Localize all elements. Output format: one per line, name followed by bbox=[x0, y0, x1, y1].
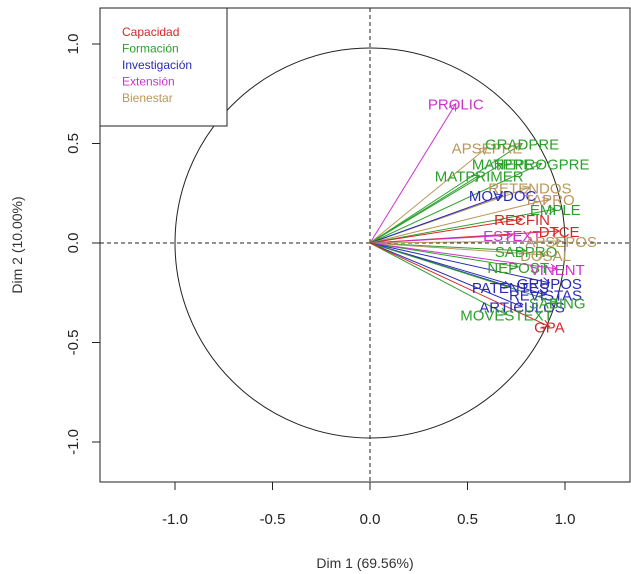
plot-frame bbox=[99, 7, 631, 483]
arrow-gpa bbox=[369, 242, 549, 327]
legend-box bbox=[99, 7, 228, 127]
label-recfin: RECFIN bbox=[494, 212, 550, 229]
arrow-sabing bbox=[369, 242, 557, 303]
y-axis-title: Dim 2 (10.00%) bbox=[9, 196, 25, 293]
legend-entry: Formación bbox=[122, 42, 179, 56]
x-tick-label: -0.5 bbox=[260, 511, 286, 528]
label-sabing: SABING bbox=[529, 296, 586, 313]
x-axis-ticks: -1.0 -0.5 0.0 0.5 1.0 bbox=[162, 482, 575, 528]
label-movdoc: MOVDOC bbox=[469, 188, 537, 205]
label-apsepre: APSEPRE bbox=[452, 140, 523, 157]
label-estext: ESTEXT bbox=[483, 228, 541, 245]
label-gpa: GPA bbox=[534, 320, 565, 337]
label-prolic: PROLIC bbox=[428, 97, 484, 114]
arrow-tapro bbox=[369, 199, 549, 244]
label-nepost: NEPOST bbox=[487, 260, 549, 277]
x-tick-label: 0.0 bbox=[360, 511, 381, 528]
reference-lines bbox=[100, 8, 630, 482]
arrow-revistas bbox=[369, 242, 546, 295]
label-grupos: GRUPOS bbox=[517, 276, 582, 293]
x-tick-label: 1.0 bbox=[555, 511, 576, 528]
arrow-estext bbox=[369, 235, 512, 244]
arrow-movdoc bbox=[369, 195, 503, 244]
label-patentes: PATENTES bbox=[472, 280, 549, 297]
arrow-dosal bbox=[369, 242, 546, 255]
arrow-matprimer bbox=[369, 175, 479, 244]
arrow-apsepre bbox=[369, 147, 487, 244]
y-axis-ticks: -1.0 -0.5 0.0 0.5 1.0 bbox=[65, 34, 100, 455]
arrow-movestext bbox=[369, 242, 507, 315]
arrow-vinent bbox=[369, 242, 557, 269]
arrow-nepost bbox=[369, 242, 518, 267]
y-tick-label: 0.0 bbox=[65, 233, 82, 254]
legend-entry: Bienestar bbox=[122, 91, 173, 105]
label-tapro: TAPRO bbox=[524, 192, 575, 209]
y-tick-label: -1.0 bbox=[65, 429, 82, 455]
y-tick-label: 1.0 bbox=[65, 34, 82, 55]
arrow-emple bbox=[369, 209, 555, 244]
label-matprimer: MATPRIMER bbox=[435, 168, 524, 185]
label-vinent: VINENT bbox=[530, 262, 585, 279]
label-dosal: DOSAL bbox=[520, 248, 571, 265]
legend-entry: Capacidad bbox=[122, 25, 179, 39]
arrow-prolic bbox=[369, 104, 456, 244]
label-neprogpre: NEPROGPRE bbox=[494, 156, 590, 173]
label-revistas: REVISTAS bbox=[509, 288, 582, 305]
legend-entry: Investigación bbox=[122, 58, 192, 72]
unit-circle bbox=[174, 47, 566, 439]
label-dtce: DTCE bbox=[539, 224, 580, 241]
arrow-apsepos bbox=[369, 241, 561, 243]
x-axis-title: Dim 1 (69.56%) bbox=[316, 555, 413, 571]
label-articulos: ARTICULOS bbox=[479, 300, 565, 317]
arrow-recfin bbox=[369, 219, 522, 244]
arrow-gradpre bbox=[369, 144, 522, 244]
y-tick-label: 0.5 bbox=[65, 133, 82, 154]
label-sabpro: SABPRO bbox=[495, 244, 558, 261]
legend: Capacidad Formación Investigación Extensión… bbox=[99, 7, 228, 127]
arrow-articulos bbox=[369, 242, 522, 307]
x-tick-label: 0.5 bbox=[457, 511, 478, 528]
label-gradpre: GRADPRE bbox=[485, 137, 559, 154]
label-matpre: MATPRE bbox=[472, 156, 533, 173]
y-tick-label: -0.5 bbox=[65, 330, 82, 356]
variable-arrows bbox=[369, 104, 561, 327]
x-tick-label: -1.0 bbox=[162, 511, 188, 528]
label-emple: EMPLE bbox=[530, 202, 581, 219]
label-retendos: RETENDOS bbox=[488, 180, 571, 197]
legend-entry: Extensión bbox=[122, 75, 175, 89]
arrow-neprogpre bbox=[369, 163, 542, 244]
arrow-grupos bbox=[369, 242, 549, 283]
label-apsepos: APSEPOS bbox=[525, 234, 597, 251]
label-movestext: MOVESTEXT bbox=[460, 308, 553, 325]
